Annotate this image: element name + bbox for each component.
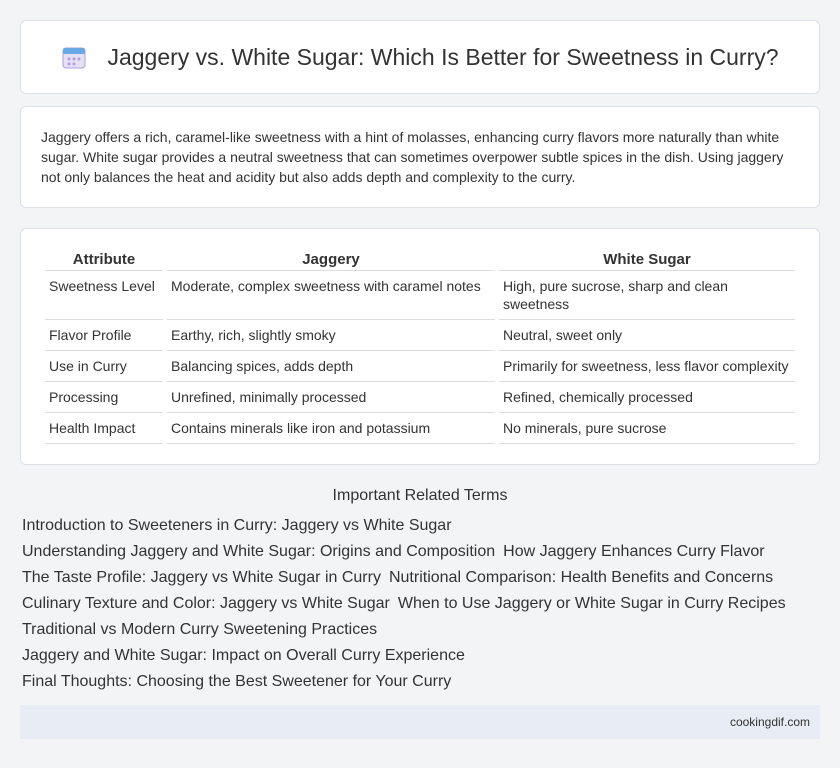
- table-card: Attribute Jaggery White Sugar Sweetness Lev…: [20, 228, 820, 465]
- row: Health Impact Contains minerals like iron…: [45, 413, 795, 444]
- cell: Health Impact: [45, 413, 163, 444]
- tag: Nutritional Comparison: Health Benefits …: [388, 569, 774, 586]
- tag: Traditional vs Modern Curry Sweetening P…: [22, 621, 378, 638]
- cell: Moderate, complex sweetness with caramel…: [167, 271, 495, 320]
- related-title: Important Related Terms: [332, 487, 508, 504]
- intro: Jaggery offers a rich, caramel-like swee…: [20, 106, 820, 208]
- column-header: Attribute: [45, 249, 163, 271]
- tag: Final Thoughts: Choosing the Best Sweete…: [22, 673, 452, 690]
- row: Sweetness Level Moderate, complex sweetne…: [45, 271, 795, 320]
- cell: Sweetness Level: [45, 271, 163, 320]
- tags: Introduction to Sweeteners in Curry: Jag…: [0, 505, 840, 691]
- cell: High, pure sucrose, sharp and clean swee…: [499, 271, 795, 320]
- tag: Jaggery and White Sugar: Impact on Overa…: [22, 647, 465, 664]
- cell: Processing: [45, 382, 163, 413]
- page: Jaggery vs. White Sugar: Which Is Better…: [0, 20, 840, 768]
- tag: Introduction to Sweeteners in Curry: Jag…: [22, 517, 452, 534]
- column-header: White Sugar: [499, 249, 795, 271]
- cell: Flavor Profile: [45, 320, 163, 351]
- row: Processing Unrefined, minimally processed…: [45, 382, 795, 413]
- calendar-icon: [62, 47, 86, 69]
- tag: Understanding Jaggery and White Sugar: O…: [22, 543, 496, 560]
- tag: How Jaggery Enhances Curry Flavor: [503, 543, 765, 560]
- cell: Earthy, rich, slightly smoky: [167, 320, 495, 351]
- tag: The Taste Profile: Jaggery vs White Suga…: [22, 569, 381, 586]
- cell: Neutral, sweet only: [499, 320, 795, 351]
- tag: Culinary Texture and Color: Jaggery vs W…: [22, 595, 390, 612]
- cell: Balancing spices, adds depth: [167, 351, 495, 382]
- cell: Use in Curry: [45, 351, 163, 382]
- cell: Contains minerals like iron and potassiu…: [167, 413, 495, 444]
- row: Flavor Profile Earthy, rich, slightly smo…: [45, 320, 795, 351]
- cell: Refined, chemically processed: [499, 382, 795, 413]
- table: Attribute Jaggery White Sugar Sweetness Lev…: [41, 249, 799, 444]
- header-row: Attribute Jaggery White Sugar: [45, 249, 795, 271]
- header: Jaggery vs. White Sugar: Which Is Better…: [20, 20, 820, 94]
- column-header: Jaggery: [167, 249, 495, 271]
- row: Use in Curry Balancing spices, adds depth…: [45, 351, 795, 382]
- title: Jaggery vs. White Sugar: Which Is Better…: [107, 43, 779, 70]
- cell: Unrefined, minimally processed: [167, 382, 495, 413]
- cell: Primarily for sweetness, less flavor com…: [499, 351, 795, 382]
- cell: No minerals, pure sucrose: [499, 413, 795, 444]
- tag: When to Use Jaggery or White Sugar in Cu…: [397, 595, 786, 612]
- footer: cookingdif.com: [20, 705, 820, 739]
